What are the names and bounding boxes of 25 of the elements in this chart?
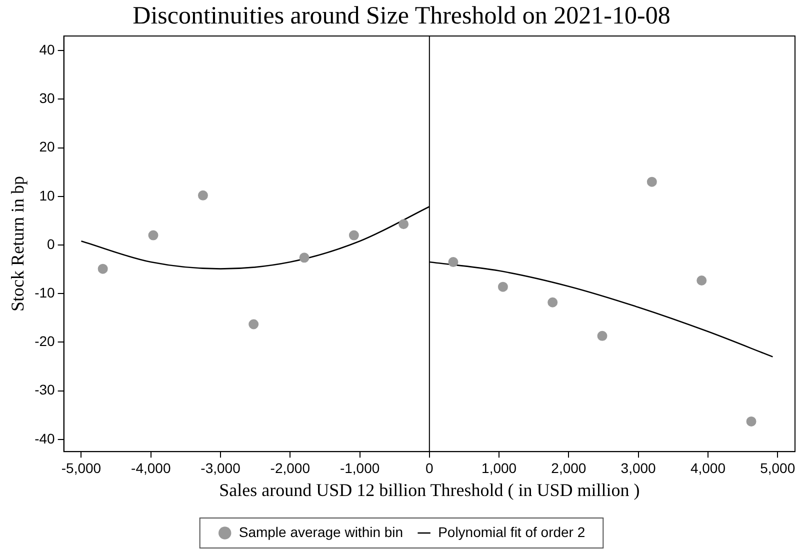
y-tick-label: 10: [39, 187, 56, 204]
x-tick-label: -1,000: [340, 460, 380, 476]
y-tick-label: -40: [34, 430, 56, 446]
y-tick-label: -20: [34, 333, 56, 350]
y-tick-label: 30: [39, 90, 56, 106]
x-tick-label: -2,000: [270, 460, 310, 476]
x-axis-title: Sales around USD 12 billion Threshold ( in USD million ): [219, 480, 640, 500]
x-tick-label: 3,000: [620, 460, 656, 476]
x-tick-label: -3,000: [200, 460, 241, 476]
x-tick-label: 1,000: [482, 460, 517, 476]
x-tick-label: 5,000: [760, 460, 796, 476]
y-tick-label: 0: [47, 236, 56, 252]
y-tick-label: -10: [34, 284, 56, 300]
y-tick-label: 20: [39, 138, 56, 155]
x-tick-label: 4,000: [690, 460, 726, 476]
x-tick-label: -4,000: [131, 460, 171, 476]
legend-label: Polynomial fit of order 2: [438, 524, 586, 540]
x-tick-label: 2,000: [551, 460, 586, 476]
x-tick-label: 0: [426, 460, 434, 476]
x-tick-label: -5,000: [61, 460, 102, 476]
y-tick-label: -30: [34, 382, 56, 398]
chart-title: Discontinuities around Size Threshold on 2021-10-08: [132, 2, 670, 30]
y-tick-label: 40: [39, 41, 56, 58]
y-axis-title: Stock Return in bp: [8, 176, 28, 312]
legend-label: Sample average within bin: [238, 524, 404, 540]
